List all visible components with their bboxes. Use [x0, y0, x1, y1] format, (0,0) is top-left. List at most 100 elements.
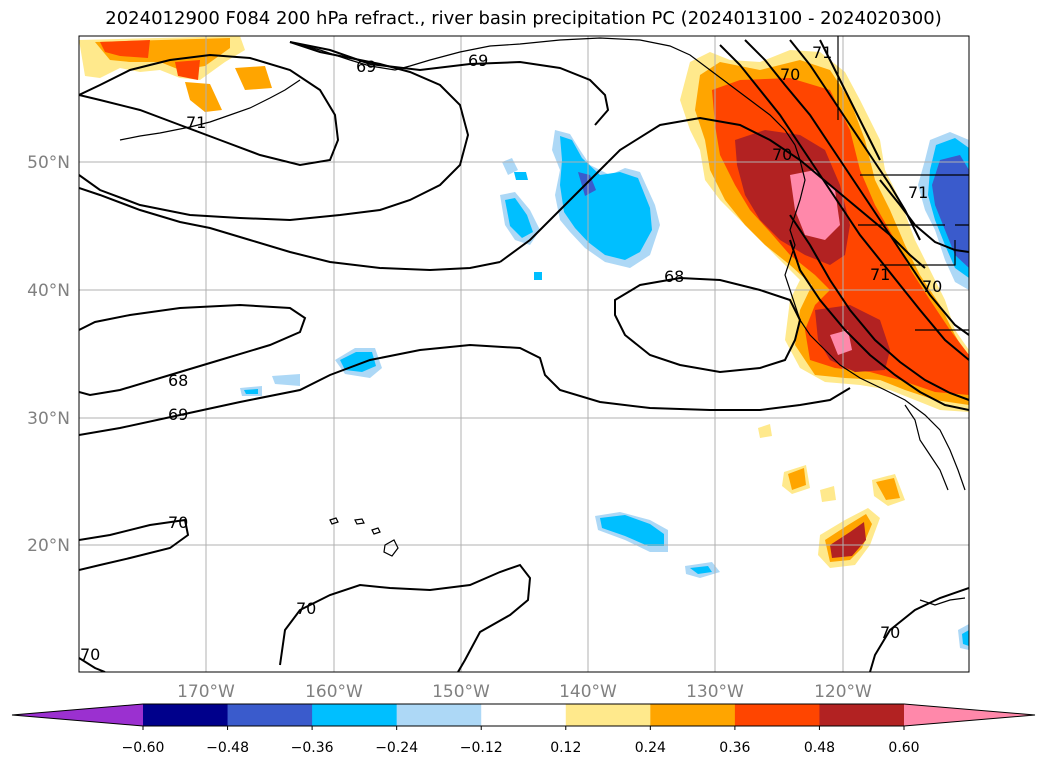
- contour-line: [79, 343, 851, 436]
- contour-line: [819, 39, 881, 161]
- colorbar-segment: [650, 704, 736, 726]
- contour-label: 71: [186, 113, 206, 132]
- precip-area-negative: [932, 155, 969, 268]
- contour-line: [789, 39, 921, 241]
- lat-label: 20°N: [27, 536, 70, 556]
- contour-label: 69: [468, 51, 488, 70]
- contour-line: [79, 53, 340, 167]
- lon-label: 170°W: [177, 682, 235, 702]
- precip-area-nw: [185, 82, 222, 112]
- coastlines: [119, 36, 969, 606]
- lon-label: 140°W: [559, 682, 617, 702]
- hawaii: [329, 517, 399, 557]
- coastline-mexico: [919, 597, 966, 606]
- contour-label: 69: [356, 57, 376, 76]
- contour-label: 71: [812, 43, 832, 62]
- precip-area-negative: [560, 136, 652, 260]
- contour-line: [614, 276, 802, 374]
- contour-label: 70: [922, 277, 942, 296]
- contour-label: 70: [80, 645, 100, 664]
- contour-line: [79, 657, 106, 672]
- colorbar-segment: [565, 704, 651, 726]
- precip-area-south: [876, 478, 900, 500]
- contour-line: [869, 587, 969, 672]
- precip-area-negative: [534, 272, 542, 280]
- gridlines: [79, 36, 969, 672]
- contour-line: [879, 179, 969, 253]
- latitude-axis: 50°N 40°N 30°N 20°N: [27, 153, 70, 556]
- contour-label: 70: [880, 623, 900, 642]
- precip-area-nw: [235, 66, 272, 90]
- colorbar-segment: [143, 704, 229, 726]
- coastline-baja: [904, 404, 949, 491]
- precip-area-south: [820, 486, 836, 502]
- contour-line: [744, 39, 969, 336]
- lat-label: 50°N: [27, 153, 70, 173]
- contour-line: [79, 303, 307, 397]
- colorbar-extend-high: [904, 704, 1035, 726]
- contour-line: [79, 518, 190, 571]
- colorbar-segment: [819, 704, 905, 726]
- contour-label: 68: [168, 371, 188, 390]
- coastline-aleutians: [119, 79, 301, 141]
- contour-line: [279, 563, 532, 672]
- precip-area-south: [830, 522, 866, 558]
- contour-label: 70: [168, 513, 188, 532]
- contour-label: 69: [168, 405, 188, 424]
- contour-label: 70: [780, 65, 800, 84]
- lat-label: 40°N: [27, 281, 70, 301]
- colorbar-segment: [481, 704, 567, 726]
- precip-area-nw: [100, 40, 150, 58]
- longitude-axis: 170°W 160°W 150°W 140°W 130°W 120°W: [177, 682, 872, 702]
- contour-line: [79, 187, 501, 272]
- contour-line: [789, 239, 969, 411]
- contour-label: 71: [908, 183, 928, 202]
- precip-area-negative: [505, 198, 533, 238]
- precip-shading: [79, 36, 969, 650]
- lon-label: 130°W: [686, 682, 744, 702]
- colorbar-tick-label: 0.60: [888, 740, 919, 756]
- contour-line: [719, 44, 969, 361]
- contour-label: 70: [296, 599, 316, 618]
- precip-area-negative: [690, 566, 712, 574]
- colorbar-segment: [734, 704, 820, 726]
- colorbar-segment: [312, 704, 398, 726]
- map-layers: 69 69 68 68 69 70 70 70 70 71 71 71 70 7…: [79, 36, 969, 672]
- precip-area-negative: [600, 515, 664, 546]
- coastline-alaska: [289, 37, 796, 146]
- colorbar-tick-label: −0.48: [206, 740, 249, 756]
- colorbar-tick-label: 0.24: [635, 740, 666, 756]
- precip-area-negative: [244, 389, 258, 394]
- contour-label: 71: [870, 265, 890, 284]
- contour-line: [499, 116, 926, 269]
- colorbar-tick-label: −0.12: [460, 740, 503, 756]
- precip-area-south: [758, 424, 772, 438]
- state-borders: [837, 36, 969, 331]
- colorbar: −0.60 −0.48 −0.36 −0.24 −0.12 0.12 0.24 0.36 0.4…: [11, 703, 1036, 756]
- precip-area-negative: [272, 374, 300, 386]
- colorbar-tick-label: −0.36: [291, 740, 334, 756]
- lon-label: 160°W: [305, 682, 363, 702]
- precip-area-coast: [830, 330, 852, 355]
- colorbar-tick-label: 0.36: [719, 740, 750, 756]
- colorbar-segment: [396, 704, 482, 726]
- lon-label: 150°W: [432, 682, 490, 702]
- map-frame: [78, 35, 970, 673]
- colorbar-tick-label: −0.24: [375, 740, 418, 756]
- lat-label: 30°N: [27, 409, 70, 429]
- contour-line: [789, 214, 969, 401]
- colorbar-extend-low: [12, 704, 143, 726]
- precip-area-south: [788, 468, 806, 490]
- colorbar-tick-label: −0.60: [122, 740, 165, 756]
- contour-label: 70: [772, 145, 792, 164]
- contour-label: 68: [664, 267, 684, 286]
- contour-labels: 69 69 68 68 69 70 70 70 70 71 71 71 70 7…: [80, 43, 942, 664]
- contour-line: [79, 41, 470, 222]
- precip-area-nw: [175, 60, 200, 80]
- contour-line: [289, 41, 610, 126]
- colorbar-segment: [227, 704, 313, 726]
- precip-area-negative: [514, 172, 528, 180]
- refractivity-contours: [79, 39, 969, 672]
- lon-label: 120°W: [814, 682, 872, 702]
